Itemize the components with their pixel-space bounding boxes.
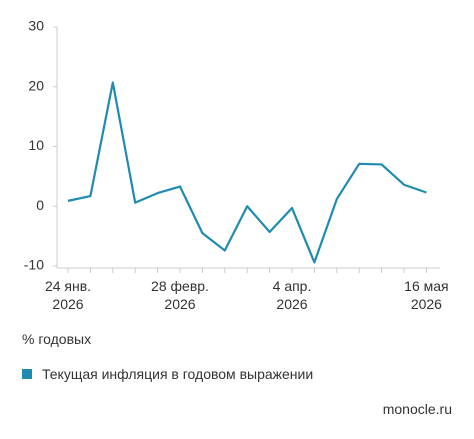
y-tick-label: 20 xyxy=(28,77,44,93)
legend: Текущая инфляция в годовом выражении xyxy=(22,366,313,382)
y-tick-label: 30 xyxy=(28,18,44,34)
y-tick-label: -10 xyxy=(24,257,44,273)
y-tick-label: 10 xyxy=(28,137,44,153)
x-tick-label: 16 мая 2026 xyxy=(404,278,449,312)
source: monocle.ru xyxy=(382,401,452,417)
y-tick-label: 0 xyxy=(36,197,44,213)
legend-swatch xyxy=(22,369,32,379)
x-tick-label: 24 янв. 2026 xyxy=(44,278,92,312)
y-unit: % годовых xyxy=(22,331,92,347)
x-tick-label: 4 апр. 2026 xyxy=(272,278,312,312)
series-line xyxy=(67,81,427,264)
x-tick-label: 28 февр. 2026 xyxy=(151,278,209,312)
legend-label: Текущая инфляция в годовом выражении xyxy=(42,366,314,382)
